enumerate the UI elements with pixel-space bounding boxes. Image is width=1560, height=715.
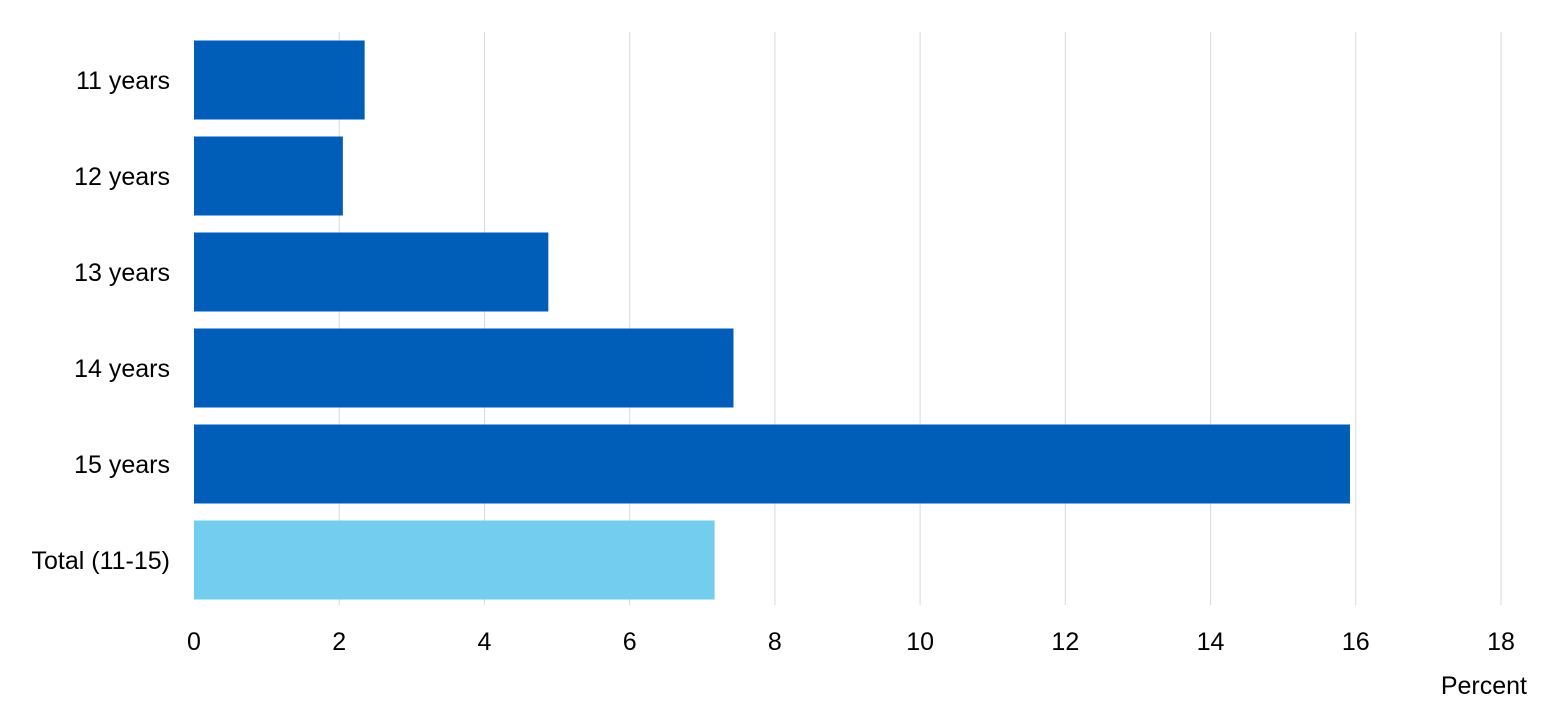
- bar: [194, 232, 549, 312]
- bar: [194, 328, 734, 408]
- bars: [194, 40, 1350, 600]
- x-tick-label: 16: [1342, 628, 1370, 656]
- category-label: 13 years: [74, 259, 170, 287]
- x-tick-label: 2: [332, 628, 346, 656]
- category-label: 11 years: [76, 67, 170, 95]
- x-tick-label: 12: [1051, 628, 1079, 656]
- x-axis-label: Percent: [1441, 672, 1527, 700]
- bar: [194, 520, 715, 600]
- x-tick-label: 6: [623, 628, 637, 656]
- category-label: Total (11-15): [32, 547, 171, 575]
- bar: [194, 424, 1350, 504]
- x-tick-label: 0: [187, 628, 201, 656]
- category-label: 14 years: [74, 355, 170, 383]
- bar: [194, 40, 365, 120]
- x-tick-label: 4: [477, 628, 491, 656]
- x-tick-label: 14: [1197, 628, 1225, 656]
- x-tick-labels: 0 2 4 6 8 10 12 14 16 18: [187, 628, 1515, 656]
- x-tick-label: 18: [1487, 628, 1515, 656]
- bar: [194, 136, 343, 216]
- category-labels: 11 years 12 years 13 years 14 years 15 years…: [32, 67, 171, 575]
- category-label: 15 years: [74, 451, 170, 479]
- category-label: 12 years: [74, 163, 170, 191]
- x-tick-label: 10: [906, 628, 934, 656]
- x-tick-label: 8: [768, 628, 782, 656]
- gridlines: [338, 32, 1502, 605]
